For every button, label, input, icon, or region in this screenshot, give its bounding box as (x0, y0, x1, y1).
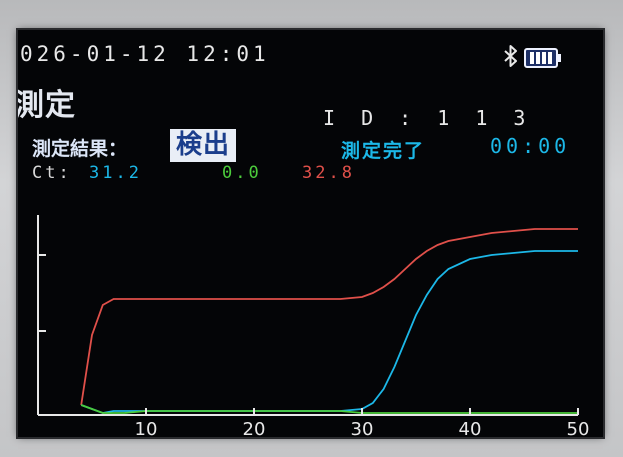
result-badge: 検出 (170, 129, 237, 162)
result-label: 測定結果： (32, 138, 128, 160)
x-tick-label: 50 (567, 419, 590, 437)
x-tick-label: 10 (135, 419, 158, 437)
series-line-1 (80, 228, 578, 406)
amplification-chart: 10 20 30 40 50 (37, 215, 590, 437)
x-tick-label: 40 (459, 419, 482, 437)
status-bar: 026-01-12 12:01 (18, 30, 603, 72)
battery-icon (524, 48, 561, 68)
ct-value-channel-1: 31.2 (89, 163, 142, 183)
page-title: 測定 (18, 88, 76, 123)
series-line-2 (80, 250, 578, 414)
ct-value-channel-3: 32.8 (302, 163, 355, 183)
elapsed-time: 00:00 (490, 134, 571, 158)
ct-value-channel-2: 0.0 (222, 163, 262, 183)
ct-values-row: Ct: 31.2 0.0 32.8 (32, 163, 352, 183)
series-line-3 (80, 404, 578, 414)
datetime-display: 026-01-12 12:01 (20, 42, 270, 66)
measurement-status: 測定完了 (341, 140, 426, 162)
bluetooth-icon (504, 45, 517, 67)
device-screen: 026-01-12 12:01 測定 I D : 1 1 3 測定結果： 検出 … (18, 30, 603, 437)
x-tick-layer: 10 20 30 40 50 (135, 408, 590, 437)
sample-id: I D : 1 1 3 (323, 106, 533, 130)
x-tick-label: 30 (351, 419, 374, 437)
x-tick-label: 20 (243, 419, 266, 437)
series-layer (80, 228, 578, 414)
ct-label: Ct: (32, 163, 72, 183)
